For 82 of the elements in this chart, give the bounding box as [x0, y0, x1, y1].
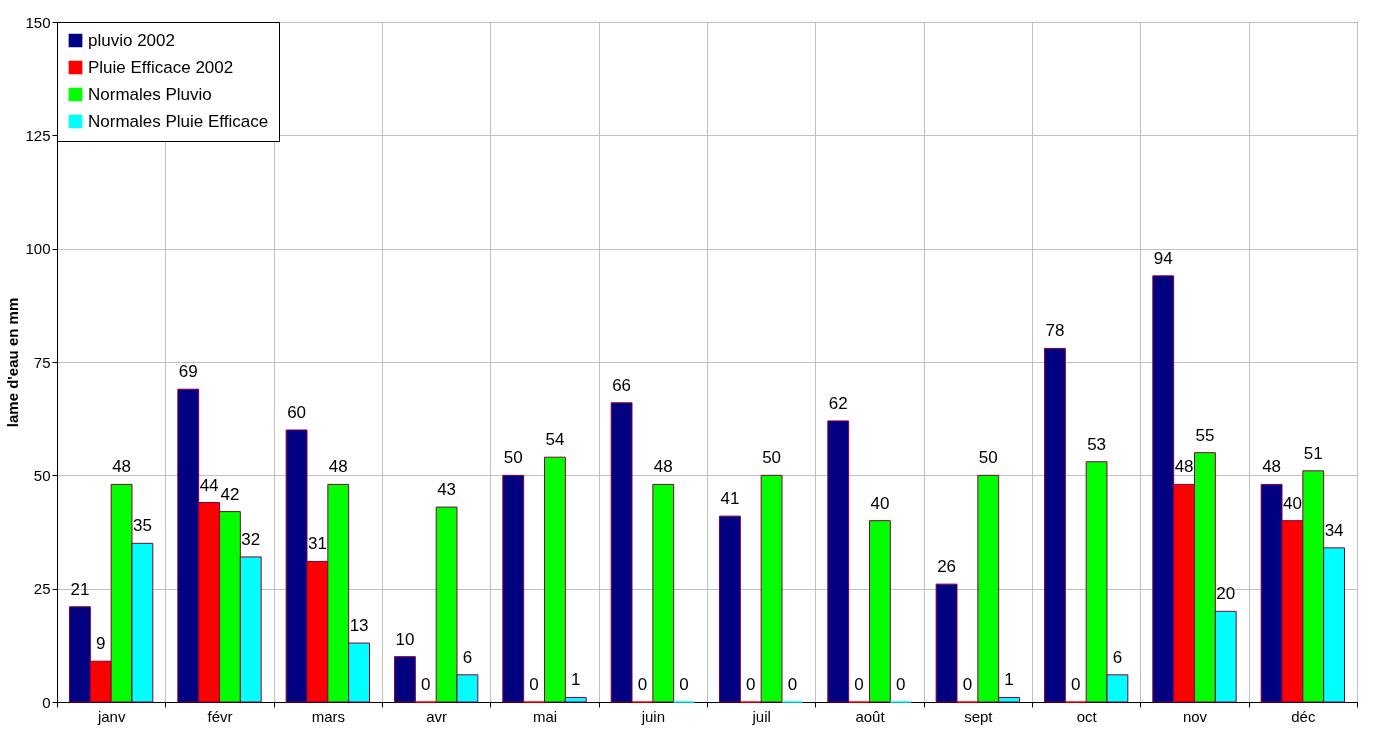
x-tick-label: juil: [751, 707, 771, 725]
y-axis-title: lame d'eau en mm: [4, 297, 22, 428]
y-tick-label: 0: [42, 693, 51, 711]
data-label: 48: [1262, 457, 1282, 477]
legend-label: Pluie Efficace 2002: [88, 57, 234, 77]
data-label: 9: [96, 634, 106, 654]
data-label: 13: [349, 616, 369, 636]
bar: [760, 474, 783, 703]
data-label: 1: [1004, 670, 1014, 690]
data-label: 55: [1195, 425, 1215, 445]
data-label: 50: [978, 448, 998, 468]
data-label: 40: [1282, 493, 1302, 513]
bar: [719, 515, 741, 703]
data-label: 20: [1216, 584, 1236, 604]
y-tick-label: 75: [33, 353, 51, 371]
data-label: 78: [1045, 321, 1065, 341]
y-tick-label: 150: [25, 13, 51, 31]
x-tick-label: août: [855, 707, 886, 725]
data-label: 0: [1071, 675, 1081, 694]
data-label: 0: [679, 675, 689, 694]
x-tick-label: nov: [1182, 707, 1208, 725]
data-label: 53: [1087, 434, 1107, 454]
data-label: 6: [1112, 647, 1123, 667]
data-label: 0: [529, 675, 539, 694]
data-label: 0: [896, 675, 906, 694]
legend-label: Normales Pluvio: [88, 84, 212, 104]
data-label: 0: [421, 675, 431, 694]
data-label: 32: [241, 529, 261, 549]
data-label: 0: [746, 675, 756, 694]
bar: [394, 656, 416, 703]
data-label: 21: [70, 579, 90, 599]
data-label: 0: [962, 675, 973, 694]
x-tick-label: févr: [207, 707, 233, 725]
x-tick-label: sept: [964, 707, 994, 725]
data-label: 60: [287, 403, 307, 422]
bar: [502, 474, 525, 703]
x-tick-label: oct: [1076, 707, 1098, 725]
bar: [869, 520, 891, 703]
data-label: 0: [637, 675, 648, 694]
x-tick-label: mai: [532, 707, 558, 725]
data-label: 48: [112, 457, 132, 477]
data-label: 66: [612, 375, 632, 395]
data-label: 42: [220, 484, 240, 504]
bar: [652, 483, 675, 703]
y-tick-label: 25: [33, 580, 51, 598]
x-tick-label: déc: [1291, 707, 1316, 725]
data-label: 1: [571, 670, 581, 690]
y-tick-label: 100: [25, 240, 51, 258]
legend-label: pluvio 2002: [88, 30, 175, 50]
x-tick-label: janv: [96, 707, 126, 725]
data-label: 31: [307, 534, 327, 554]
data-label: 40: [870, 493, 890, 513]
data-label: 41: [720, 489, 740, 509]
x-tick-label: mars: [311, 707, 346, 725]
data-label: 34: [1324, 520, 1344, 540]
data-label: 50: [503, 448, 523, 468]
data-label: 26: [937, 557, 957, 577]
bar: [610, 402, 633, 703]
legend-label: Normales Pluie Efficace: [88, 111, 269, 131]
data-label: 43: [437, 480, 457, 500]
data-label: 48: [328, 457, 348, 477]
data-label: 0: [787, 675, 798, 694]
data-label: 50: [762, 448, 782, 468]
x-tick-label: juin: [640, 707, 666, 725]
x-tick-label: avr: [426, 707, 448, 725]
data-label: 54: [545, 430, 565, 450]
y-tick-label: 125: [25, 126, 51, 144]
data-label: 10: [395, 629, 415, 649]
bar: [935, 583, 958, 703]
data-label: 48: [1174, 457, 1194, 477]
data-label: 35: [132, 516, 152, 536]
bar: [1044, 347, 1066, 703]
data-label: 51: [1303, 443, 1323, 463]
data-label: 44: [199, 475, 219, 495]
data-label: 48: [653, 457, 673, 477]
data-label: 69: [178, 362, 198, 382]
data-label: 0: [854, 675, 864, 694]
data-label: 6: [462, 647, 473, 667]
data-label: 62: [828, 393, 848, 413]
bar: [827, 420, 850, 703]
y-tick-label: 50: [33, 466, 51, 484]
data-label: 94: [1153, 248, 1173, 268]
